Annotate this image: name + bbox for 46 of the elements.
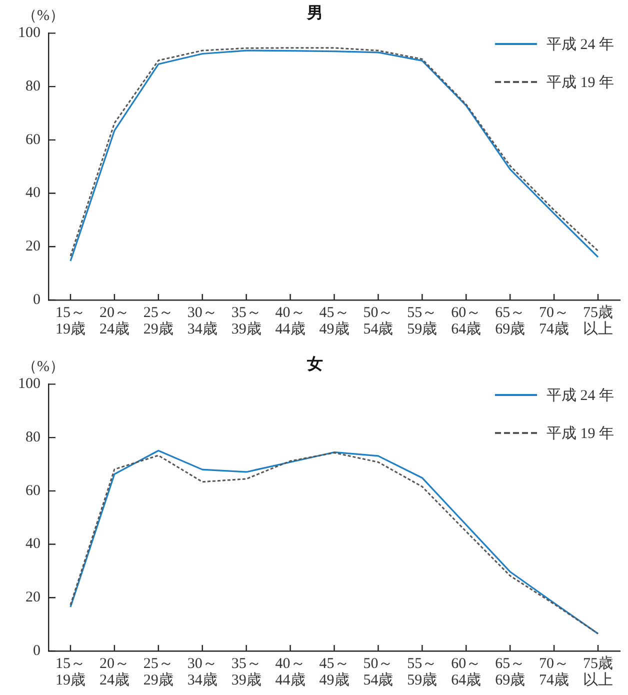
x-tick-label: 55～ 59歳 [407, 305, 438, 338]
x-tick-label: 60～ 64歳 [451, 305, 482, 338]
legend-label: 平成 19 年 [546, 74, 614, 92]
x-tick-label: 15～ 19歳 [55, 305, 86, 338]
x-tick-label: 75歳以上 [583, 304, 614, 338]
x-tick-label: 35～ 39歳 [231, 656, 262, 689]
y-tick-label: 80 [26, 429, 40, 446]
y-tick-label: 80 [26, 78, 40, 94]
x-tick-label: 70～ 74歳 [539, 656, 570, 689]
x-tick-label: 60～ 64歳 [451, 656, 482, 689]
x-tick-label: 30～ 34歳 [187, 305, 218, 338]
y-tick-label: 60 [26, 482, 40, 499]
y-axis-title: （%） [22, 358, 64, 376]
x-tick-label: 25～ 29歳 [143, 656, 174, 689]
y-axis-title: （%） [22, 7, 64, 25]
x-tick-label: 35～ 39歳 [231, 305, 262, 338]
x-tick-label: 20～ 24歳 [99, 305, 130, 338]
x-tick-label: 30～ 34歳 [187, 656, 218, 689]
y-tick-label: 0 [33, 642, 40, 659]
x-tick-label: 55～ 59歳 [407, 656, 438, 689]
x-tick-label: 25～ 29歳 [143, 305, 174, 338]
x-tick-label: 70～ 74歳 [539, 305, 570, 338]
y-tick-label: 60 [26, 132, 40, 148]
legend-label: 平成 19 年 [546, 424, 614, 442]
y-tick-label: 0 [33, 292, 40, 308]
x-tick-label: 65～ 69歳 [495, 305, 526, 338]
x-tick-label: 20～ 24歳 [99, 656, 130, 689]
x-tick-label: 75歳以上 [583, 655, 614, 689]
y-tick-label: 40 [26, 185, 40, 202]
y-tick-label: 40 [26, 536, 40, 552]
y-tick-label: 100 [18, 376, 40, 392]
x-tick-label: 50～ 54歳 [363, 305, 394, 338]
x-tick-label: 45～ 49歳 [319, 305, 350, 338]
y-tick-label: 20 [26, 238, 40, 255]
y-tick-label: 100 [18, 25, 40, 42]
legend-label: 平成 24 年 [546, 36, 614, 54]
legend-label: 平成 24 年 [546, 386, 614, 404]
chart-title: 女 [306, 354, 323, 373]
x-tick-label: 65～ 69歳 [495, 656, 526, 689]
x-tick-label: 40～ 44歳 [275, 305, 306, 338]
chart-title: 男 [306, 2, 323, 22]
x-tick-label: 50～ 54歳 [363, 656, 394, 689]
x-tick-label: 40～ 44歳 [275, 656, 306, 689]
x-tick-label: 15～ 19歳 [55, 656, 86, 689]
y-tick-label: 20 [26, 590, 40, 606]
x-tick-label: 45～ 49歳 [319, 656, 350, 689]
